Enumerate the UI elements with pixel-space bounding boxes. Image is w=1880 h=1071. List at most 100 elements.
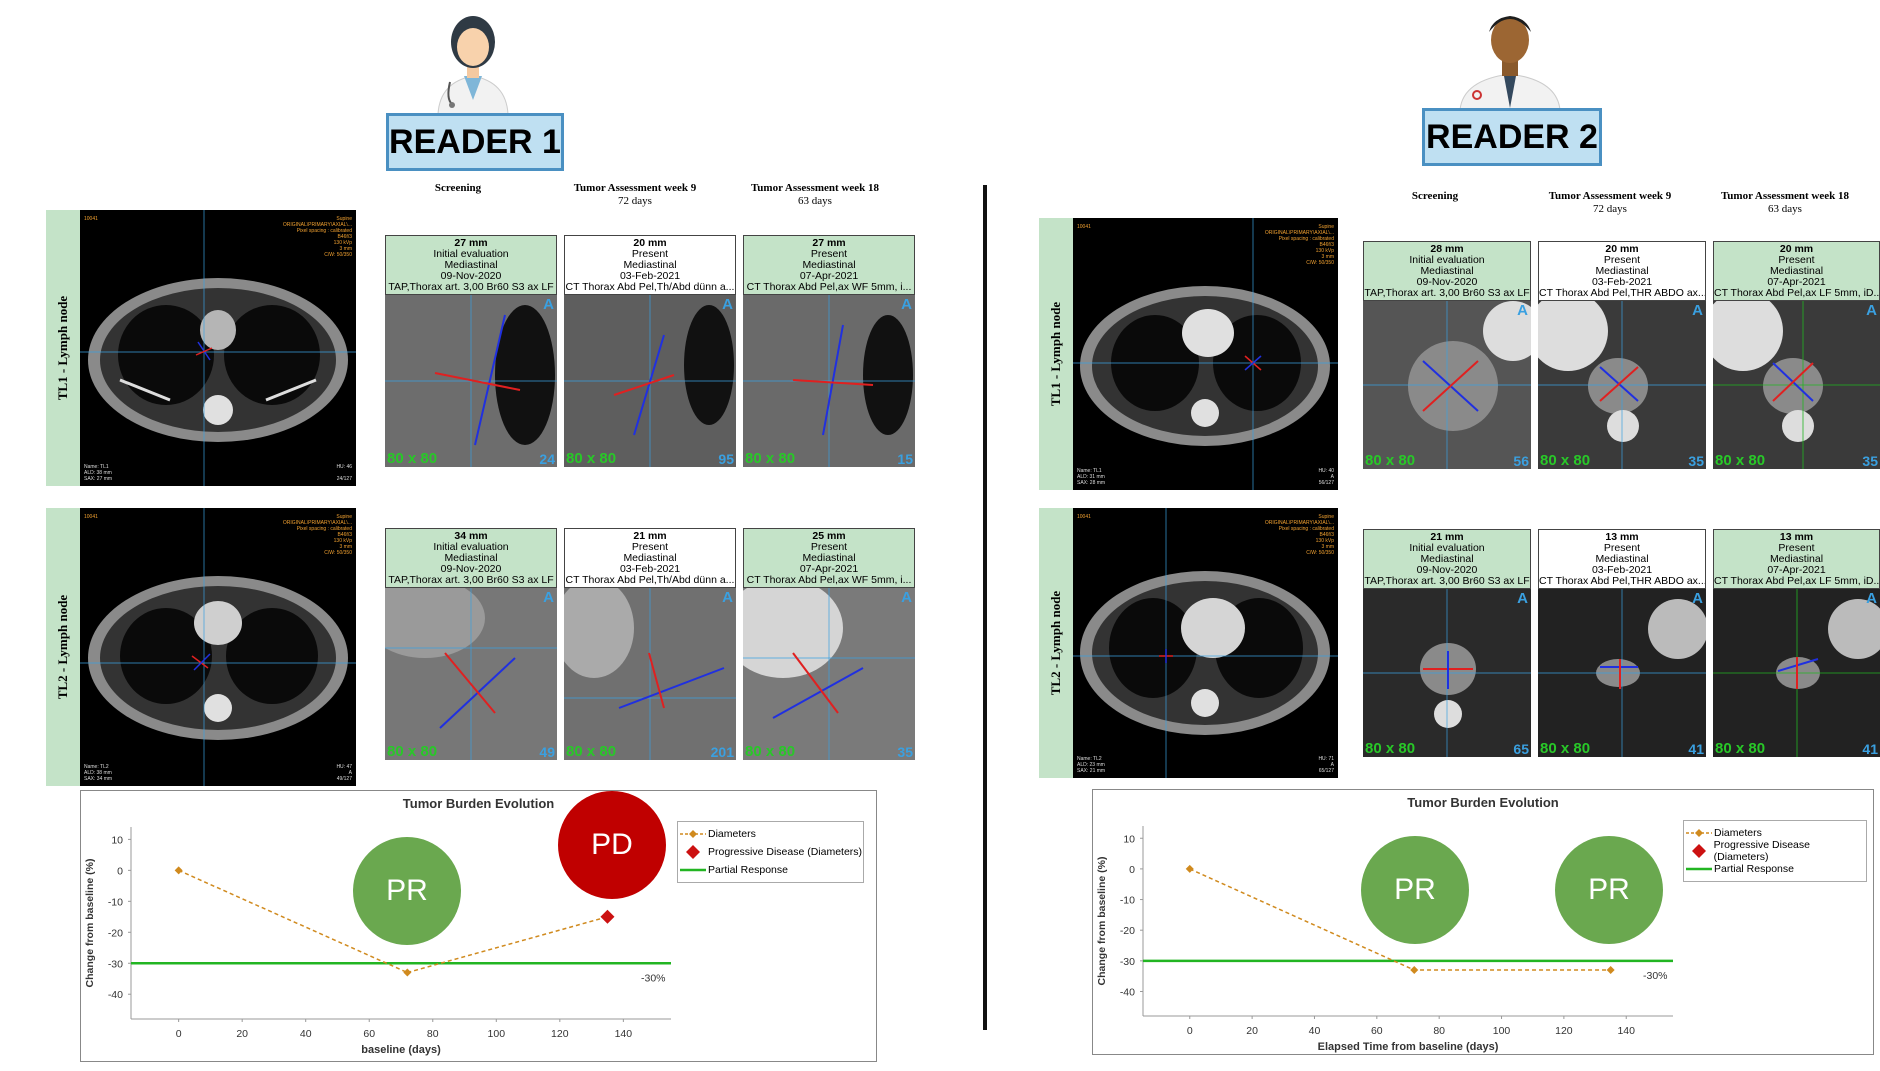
ct-patient-id: 10041 <box>1077 514 1091 520</box>
x-tick-label: 140 <box>615 1028 633 1040</box>
legend-partial-response: Partial Response <box>1714 863 1794 875</box>
slice-number: 24 <box>539 451 555 467</box>
lesion-zoom-image: A 80 x 80 56 <box>1363 301 1531 469</box>
column-header-week9: Tumor Assessment week 9 72 days <box>573 182 697 207</box>
x-tick-label: 0 <box>176 1028 182 1040</box>
reader-divider <box>983 185 987 1030</box>
zoom-size-label: 80 x 80 <box>745 450 796 467</box>
response-circle-pr: PR <box>1555 836 1663 944</box>
zoom-size-label: 80 x 80 <box>1365 452 1416 469</box>
response-circle-pr: PR <box>1361 836 1469 944</box>
y-axis-label: Change from baseline (%) <box>1096 857 1108 986</box>
zoom-size-label: 80 x 80 <box>1540 740 1591 757</box>
doctor-avatar-female-icon <box>437 16 509 114</box>
ct-acquisition-info: Supine ORIGINAL\PRIMARY\AXIAL\... Pixel sp… <box>282 216 352 258</box>
y-tick-label: -30 <box>108 958 123 970</box>
chart-legend: Diameters Progressive Disease (Diameters… <box>1683 820 1867 882</box>
slice-number: 35 <box>1862 453 1878 469</box>
zoom-size-label: 80 x 80 <box>387 743 438 760</box>
ct-axial-slice <box>1073 508 1338 778</box>
ct-overview-image: 10041 Supine ORIGINAL\PRIMARY\AXIAL\... Pi… <box>1073 508 1338 778</box>
orientation-marker: A <box>543 296 554 313</box>
ct-overview-image: 10041 Supine ORIGINAL\PRIMARY\AXIAL\... Pi… <box>1073 218 1338 490</box>
x-tick-label: 140 <box>1617 1025 1635 1037</box>
ct-acquisition-info: Supine ORIGINAL\PRIMARY\AXIAL\... Pixel sp… <box>282 514 352 556</box>
zoom-size-label: 80 x 80 <box>1715 740 1766 757</box>
lesion-label-band: TL2 - Lymph node <box>46 508 80 786</box>
lesion-zoom-image: A 80 x 80 24 <box>385 295 557 467</box>
lesion-label-band: TL1 - Lymph node <box>46 210 80 486</box>
y-tick-label: -20 <box>1120 925 1135 937</box>
timepoint-info-box: 21 mm Initial evaluation Mediastinal 09-Nov… <box>1363 529 1531 589</box>
ct-axial-slice <box>80 210 356 486</box>
orientation-marker: A <box>1866 302 1877 319</box>
x-tick-label: 80 <box>1433 1025 1445 1037</box>
slice-number: 49 <box>539 744 555 760</box>
y-tick-label: 0 <box>1129 864 1135 876</box>
chart-title: Tumor Burden Evolution <box>402 796 555 811</box>
x-tick-label: 60 <box>1371 1025 1383 1037</box>
column-header-week18: Tumor Assessment week 18 63 days <box>750 182 880 207</box>
lesion-zoom-image: A 80 x 80 35 <box>1538 301 1706 469</box>
slice-number: 56 <box>1513 453 1529 469</box>
zoom-size-label: 80 x 80 <box>566 743 617 760</box>
ct-slice-info: HU: 71 A 65/127 <box>1318 756 1334 774</box>
zoom-size-label: 80 x 80 <box>1540 452 1591 469</box>
ct-measurement-info: Name: TL2 ALD: 38 mm SAX: 34 mm <box>84 764 113 782</box>
orientation-marker: A <box>722 296 733 313</box>
y-tick-label: -10 <box>108 896 123 908</box>
ct-measurement-info: Name: TL2 ALD: 23 mm SAX: 21 mm <box>1077 756 1106 774</box>
legend-progressive-disease: Progressive Disease (Diameters) <box>708 846 863 858</box>
zoom-size-label: 80 x 80 <box>1365 740 1416 757</box>
timepoint-info-box: 13 mm Present Mediastinal 03-Feb-2021 CT Tho… <box>1538 529 1706 589</box>
column-header-screening: Screening <box>434 182 482 194</box>
data-point-diameters <box>403 968 412 977</box>
legend-progressive-disease: Progressive Disease (Diameters) <box>1713 839 1810 863</box>
ct-overview-image: 10041 Supine ORIGINAL\PRIMARY\AXIAL\... Pi… <box>80 210 356 486</box>
legend-diameters: Diameters <box>1714 827 1762 839</box>
ct-axial-slice <box>80 508 356 786</box>
doctor-avatar-male-icon <box>1459 16 1561 110</box>
tumor-burden-chart: Tumor Burden Evolution 10 0 -10 -20 -30 -40 0 2… <box>1092 789 1874 1055</box>
chart-plot: 100-10-20-30-400 20 40 60 80 100 120 140-30%Cha… <box>84 827 671 1056</box>
response-circle-pd: PD <box>558 791 666 899</box>
legend-diameters: Diameters <box>708 828 756 840</box>
lesion-zoom-image: A 80 x 80 35 <box>743 588 915 760</box>
x-axis-label: Elapsed Time from baseline (days) <box>1318 1041 1499 1053</box>
timepoint-info-box: 25 mm Present Mediastinal 07-Apr-2021 CT Tho… <box>743 528 915 588</box>
lesion-zoom-image: A 80 x 80 65 <box>1363 589 1531 757</box>
reader-2-label: READER 2 <box>1422 108 1602 166</box>
lesion-zoom-image: A 80 x 80 41 <box>1713 589 1880 757</box>
x-tick-label: 80 <box>427 1028 439 1040</box>
lesion-zoom-image: A 80 x 80 95 <box>564 295 736 467</box>
timepoint-info-box: 27 mm Present Mediastinal 07-Apr-2021 CT Tho… <box>743 235 915 295</box>
slice-number: 35 <box>897 744 913 760</box>
x-tick-label: 100 <box>488 1028 506 1040</box>
ct-overview-image: 10041 Supine ORIGINAL\PRIMARY\AXIAL\... Pi… <box>80 508 356 786</box>
x-tick-label: 0 <box>1187 1025 1193 1037</box>
timepoint-info-box: 28 mm Initial evaluation Mediastinal 09-Nov… <box>1363 241 1531 301</box>
ct-patient-id: 10041 <box>84 216 98 222</box>
ct-acquisition-info: Supine ORIGINAL\PRIMARY\AXIAL\... Pixel sp… <box>1264 514 1334 556</box>
column-header-week18: Tumor Assessment week 18 63 days <box>1720 190 1850 215</box>
data-point-diameters <box>174 866 183 875</box>
x-axis-label: baseline (days) <box>361 1044 441 1056</box>
lesion-zoom-image: A 80 x 80 49 <box>385 588 557 760</box>
orientation-marker: A <box>543 589 554 606</box>
column-header-week9: Tumor Assessment week 9 72 days <box>1548 190 1672 215</box>
x-tick-label: 20 <box>1246 1025 1258 1037</box>
y-tick-label: -10 <box>1120 895 1135 907</box>
slice-number: 15 <box>897 451 913 467</box>
orientation-marker: A <box>901 296 912 313</box>
slice-number: 95 <box>718 451 734 467</box>
zoom-size-label: 80 x 80 <box>566 450 617 467</box>
slice-number: 41 <box>1862 741 1878 757</box>
orientation-marker: A <box>1517 302 1528 319</box>
ct-acquisition-info: Supine ORIGINAL\PRIMARY\AXIAL\... Pixel sp… <box>1264 224 1334 266</box>
data-point-diameters <box>1185 864 1194 873</box>
y-tick-label: 10 <box>111 834 123 846</box>
chart-legend: Diameters Progressive Disease (Diameters… <box>677 821 864 883</box>
y-tick-label: -30 <box>1120 956 1135 968</box>
orientation-marker: A <box>1866 590 1877 607</box>
y-tick-label: 0 <box>117 865 123 877</box>
